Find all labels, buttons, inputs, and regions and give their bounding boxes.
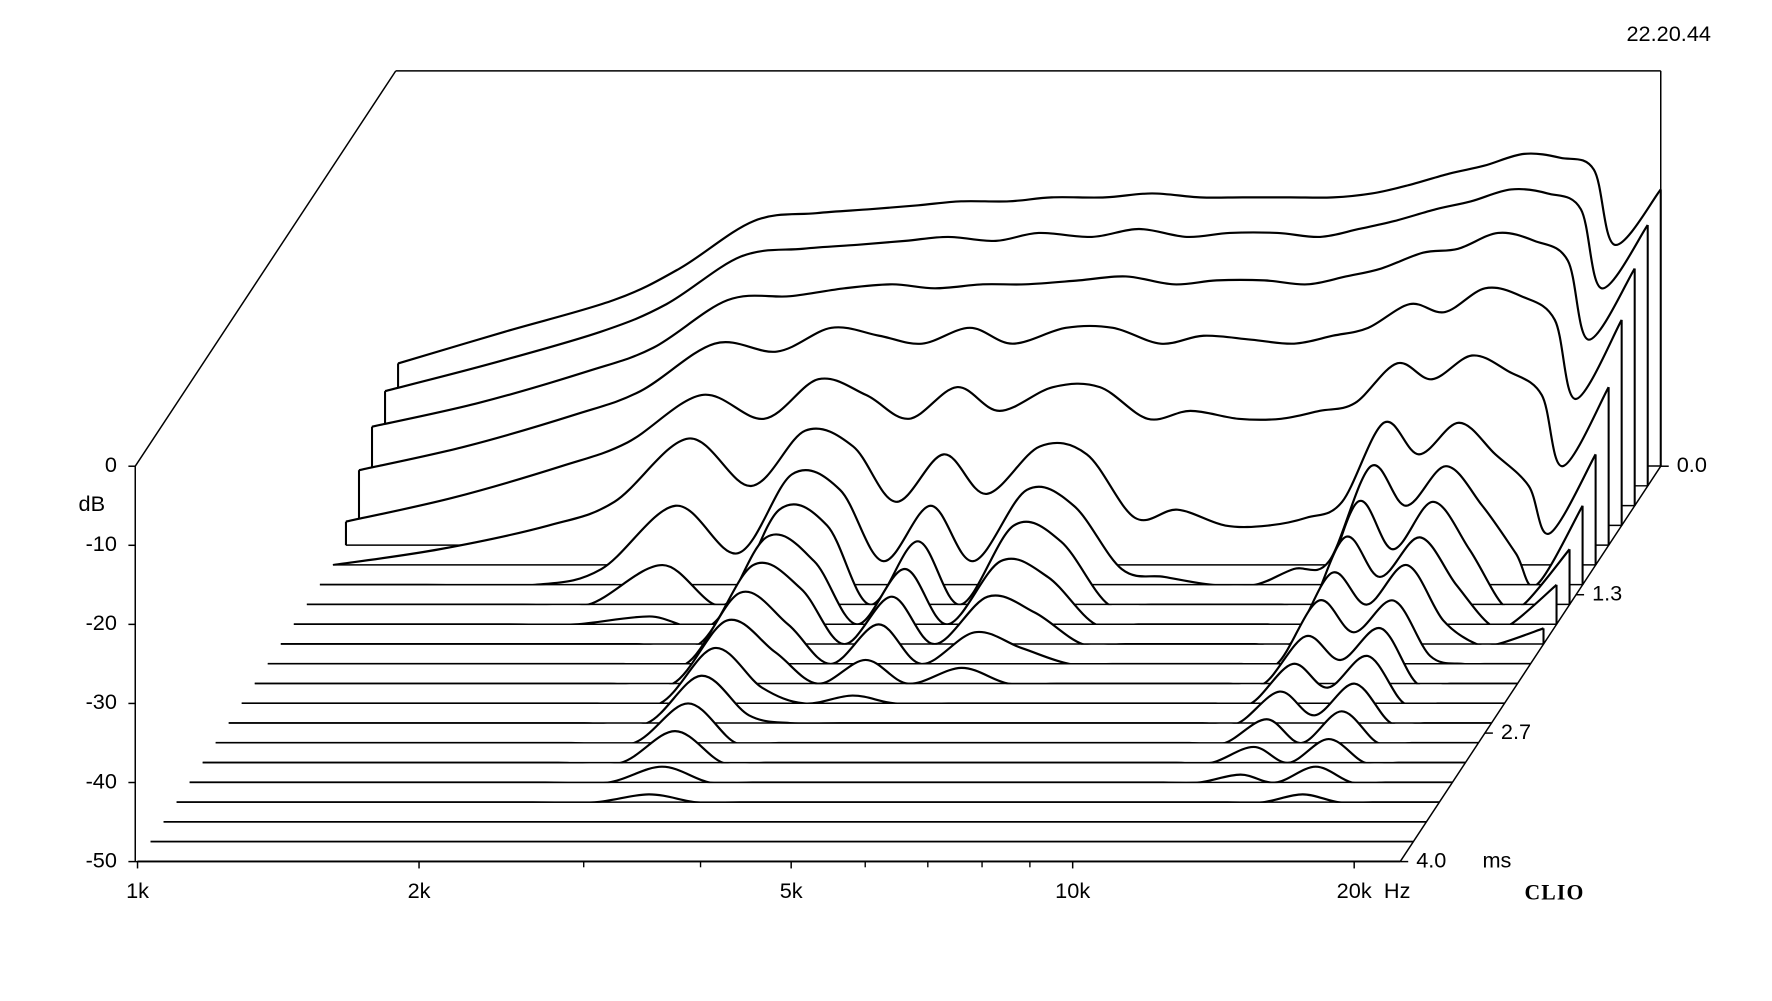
- slice-curve: [189, 765, 1453, 784]
- slice-curve: [358, 286, 1623, 472]
- slice-fill: [215, 703, 1479, 744]
- slice-curve: [332, 420, 1597, 566]
- brand: CLIO: [1524, 881, 1584, 905]
- t-tick-label: 1.3: [1592, 580, 1622, 605]
- slice-curve: [306, 499, 1571, 606]
- slice-curve: [371, 231, 1636, 428]
- slice: [215, 702, 1479, 744]
- x-tick-label: 1k: [126, 878, 149, 903]
- slice-curve: [280, 561, 1544, 645]
- slice-fill: [189, 766, 1453, 784]
- y-tick-label: -10: [86, 531, 117, 556]
- y-axis-label: dB: [79, 491, 106, 516]
- slice: [176, 793, 1440, 803]
- slice: [228, 674, 1492, 724]
- slice-curve: [176, 793, 1440, 803]
- y-tick-label: -30: [86, 689, 117, 714]
- x-axis-unit: Hz: [1384, 878, 1411, 903]
- slice: [202, 730, 1466, 764]
- slice-curve: [293, 533, 1558, 625]
- slice-curve: [384, 187, 1649, 393]
- time-stamp: 22.20.44: [1627, 21, 1711, 46]
- slice-curve: [397, 152, 1662, 365]
- slice-curve: [267, 590, 1531, 665]
- slice-curve: [345, 354, 1610, 523]
- t-axis-unit: ms: [1482, 847, 1511, 872]
- frame-line: [134, 70, 397, 467]
- y-tick-label: -20: [86, 610, 117, 635]
- slice-curve: [202, 730, 1466, 764]
- slice-curve: [241, 646, 1505, 705]
- x-tick-label: 5k: [780, 878, 803, 903]
- slice: [189, 765, 1453, 784]
- slice-fill: [228, 675, 1492, 724]
- slice-fill: [202, 731, 1466, 764]
- y-tick-label: -40: [86, 768, 117, 793]
- y-tick-label: 0: [105, 452, 117, 477]
- slice-fill: [241, 648, 1505, 705]
- slice-curve: [319, 464, 1584, 586]
- t-tick-label: 0.0: [1677, 452, 1707, 477]
- slice-fill: [267, 591, 1531, 665]
- x-tick-label: 2k: [408, 878, 431, 903]
- slice-curve: [228, 674, 1492, 724]
- x-tick-label: 10k: [1055, 878, 1090, 903]
- t-tick-label: 4.0: [1416, 847, 1446, 872]
- y-tick-label: -50: [86, 847, 117, 872]
- t-tick-label: 2.7: [1501, 719, 1531, 744]
- slice-curve: [254, 618, 1518, 685]
- slice-curve: [215, 702, 1479, 744]
- x-tick-label: 20k: [1337, 878, 1372, 903]
- slice-fill: [319, 465, 1583, 586]
